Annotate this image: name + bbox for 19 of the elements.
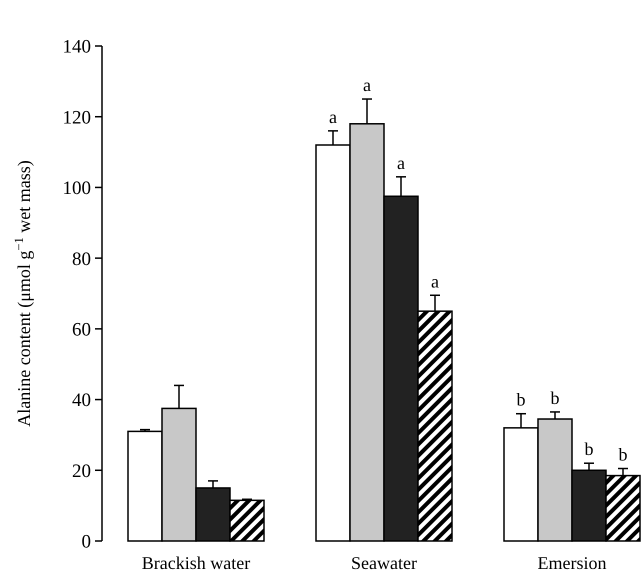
- y-tick-label: 20: [72, 460, 91, 482]
- annotation: a: [329, 106, 337, 127]
- y-tick-label: 40: [72, 390, 91, 412]
- y-tick-label: 0: [82, 532, 91, 553]
- annotation: a: [431, 271, 439, 292]
- annotation: b: [618, 444, 628, 465]
- annotation: b: [516, 390, 526, 410]
- x-tick-label: Seawater: [351, 553, 417, 573]
- y-tick-label: 100: [62, 178, 91, 200]
- x-tick-label: Brackish water: [142, 553, 250, 573]
- annotation: a: [397, 152, 405, 173]
- annotation: b: [584, 439, 594, 460]
- y-tick-label: 60: [72, 320, 91, 341]
- annotation: b: [550, 388, 560, 408]
- y-tick-label: 80: [72, 248, 91, 270]
- annotation: a: [363, 75, 371, 96]
- y-tick-label: 140: [62, 36, 91, 58]
- x-tick-label: Emersion: [538, 553, 606, 573]
- y-tick-label: 120: [62, 107, 91, 128]
